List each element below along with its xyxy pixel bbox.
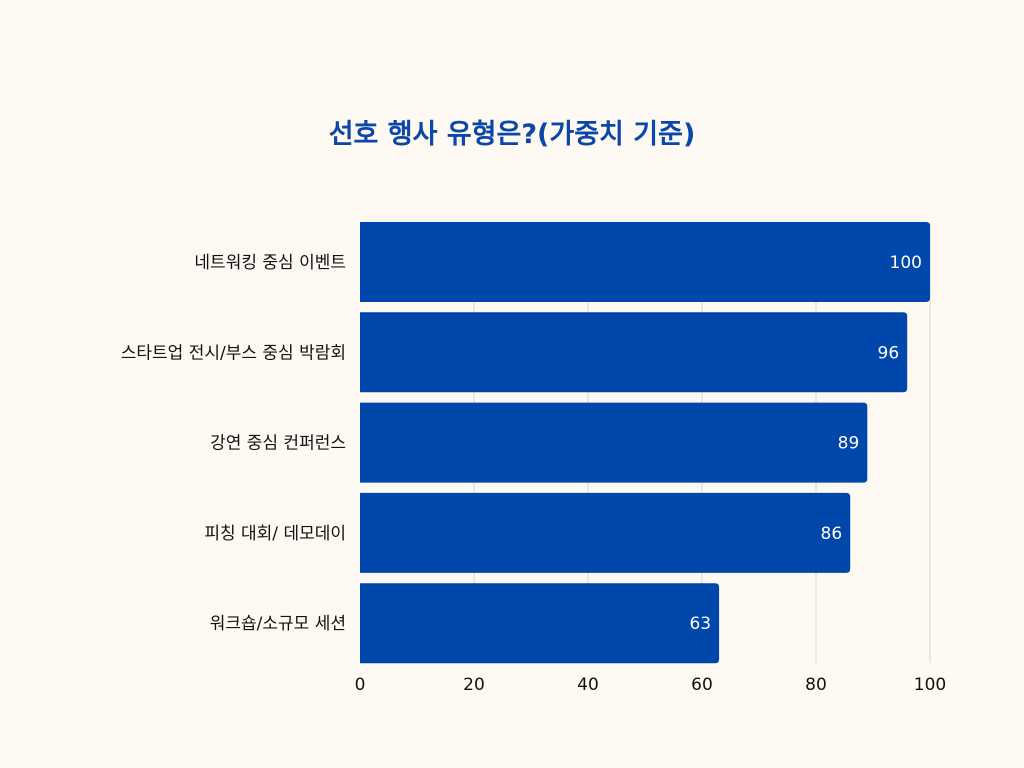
- category-label-1: 네트워킹 중심 이벤트: [194, 253, 346, 273]
- x-tick-label-80: 80: [805, 675, 827, 695]
- x-tick-label-0: 0: [355, 675, 366, 695]
- value-label-5: 63: [689, 614, 711, 634]
- x-axis-ticks: 0 20 40 60 80 100: [355, 675, 947, 695]
- bar-2: [360, 312, 908, 393]
- category-label-2: 스타트업 전시/부스 중심 박람회: [121, 343, 346, 363]
- bar-3: [360, 402, 868, 483]
- value-label-4: 86: [821, 524, 843, 544]
- x-tick-label-40: 40: [577, 675, 599, 695]
- category-label-3: 강연 중심 컨퍼런스: [210, 434, 346, 454]
- x-tick-label-100: 100: [914, 675, 946, 695]
- x-tick-label-20: 20: [463, 675, 485, 695]
- chart-title: 선호 행사 유형은?(가중치 기준): [328, 119, 696, 150]
- value-label-1: 100: [890, 253, 922, 273]
- bar-5: [360, 583, 720, 664]
- value-label-2: 96: [878, 343, 900, 363]
- bars: 100 96 89 86 63: [360, 222, 930, 664]
- bar-4: [360, 492, 851, 573]
- category-label-4: 피칭 대회/ 데모데이: [204, 524, 346, 544]
- bar-1: [360, 222, 930, 302]
- category-label-5: 워크숍/소규모 세션: [210, 614, 346, 634]
- value-label-3: 89: [838, 434, 860, 454]
- x-tick-label-60: 60: [691, 675, 713, 695]
